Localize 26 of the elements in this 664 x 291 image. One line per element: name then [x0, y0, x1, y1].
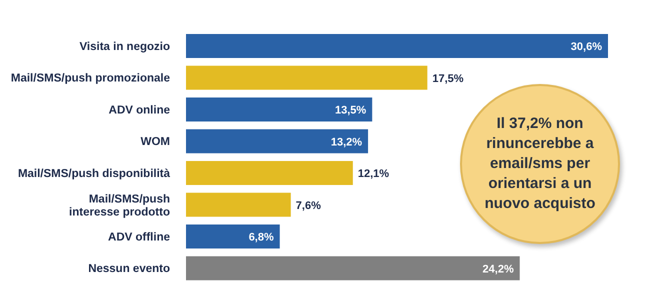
- bar: [186, 98, 372, 122]
- y-tick-label: Mail/SMS/push promozionale: [10, 72, 170, 85]
- data-label: 12,1%: [358, 168, 390, 180]
- y-tick-label: WOM: [140, 136, 170, 148]
- data-label: 13,2%: [330, 136, 362, 148]
- bar: [186, 256, 520, 280]
- bar: [186, 192, 291, 217]
- data-label: 17,5%: [432, 72, 464, 85]
- y-tick-label: Mail/SMS/push disponibilità: [18, 168, 171, 180]
- bar: [186, 66, 428, 90]
- data-label: 6,8%: [248, 232, 274, 244]
- y-tick-label: Visita in negozio: [79, 40, 170, 53]
- y-tick-label: ADV online: [108, 104, 170, 116]
- bar: [186, 161, 353, 185]
- y-tick-label: Nessun evento: [88, 263, 170, 276]
- data-label: 13,5%: [334, 104, 366, 116]
- annotation: Il 37,2% non rinuncerebbe a email/sms per orientarsi a un nuovo acquisto: [484, 114, 596, 214]
- data-label: 24,2%: [482, 263, 514, 276]
- circle-badge: Il 37,2% non rinuncerebbe a email/sms per orientarsi a un nuovo acquisto: [460, 84, 620, 244]
- data-label: 7,6%: [296, 200, 322, 212]
- bar: [186, 129, 368, 154]
- bar: [186, 34, 608, 58]
- bar: [186, 224, 280, 248]
- y-tick-label: ADV offline: [108, 231, 170, 244]
- y-tick-label: Mail/SMS/push interesse prodotto: [69, 194, 170, 219]
- data-label: 30,6%: [570, 41, 602, 53]
